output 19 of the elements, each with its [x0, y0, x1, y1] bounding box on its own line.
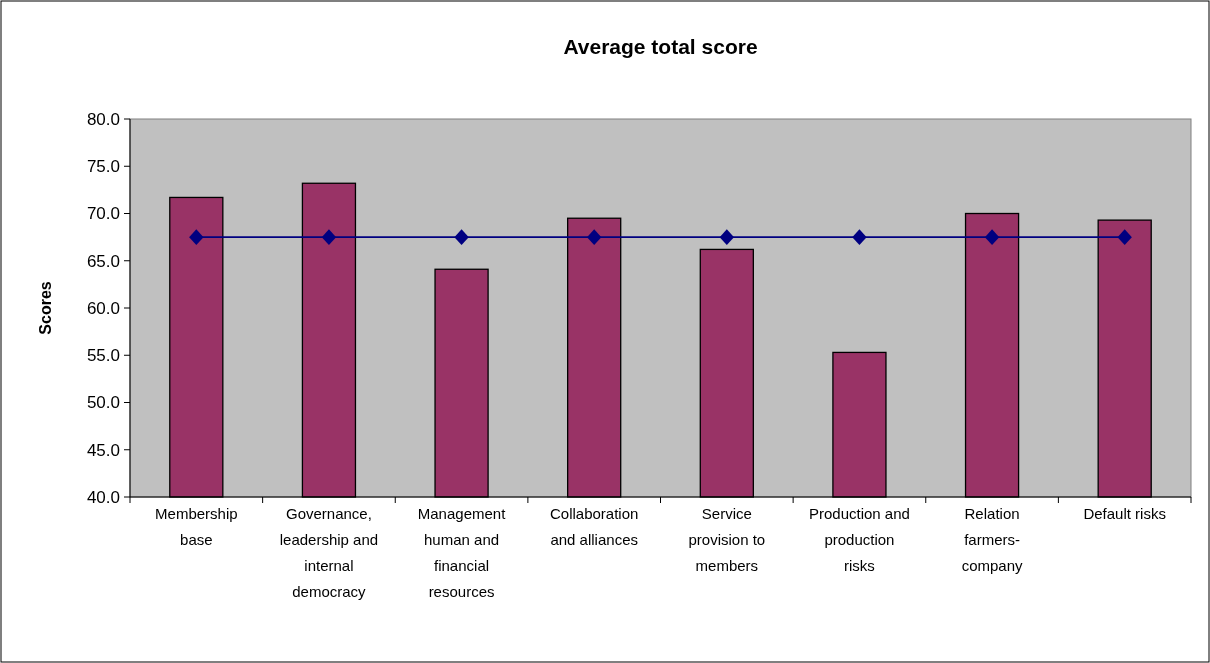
y-tick-label: 60.0: [86, 298, 120, 318]
y-tick-label: 75.0: [86, 157, 120, 177]
y-tick-label: 70.0: [86, 204, 120, 224]
y-tick-label: 50.0: [86, 393, 120, 413]
y-tick-label: 55.0: [86, 346, 120, 366]
y-axis-title: Scores: [37, 281, 54, 335]
y-tick-label: 45.0: [86, 440, 120, 460]
x-tick-label: Production and production risks: [808, 505, 910, 574]
y-tick-label: 80.0: [86, 109, 120, 129]
x-tick-label: Default risks: [1083, 505, 1166, 522]
x-tick-label: Membership base: [155, 505, 238, 548]
x-tick-label: Service provision to members: [688, 505, 766, 574]
x-tick-label: Relation farmers-company: [961, 505, 1023, 574]
x-tick-label: Governance, leadership and internal democracy: [279, 505, 379, 600]
chart-title: Average total score: [563, 35, 758, 58]
x-tick-label: Management human and financial resources: [417, 505, 507, 600]
x-tick-label: Collaboration and alliances: [549, 505, 639, 548]
y-tick-label: 40.0: [86, 487, 120, 507]
y-tick-label: 65.0: [86, 251, 120, 271]
